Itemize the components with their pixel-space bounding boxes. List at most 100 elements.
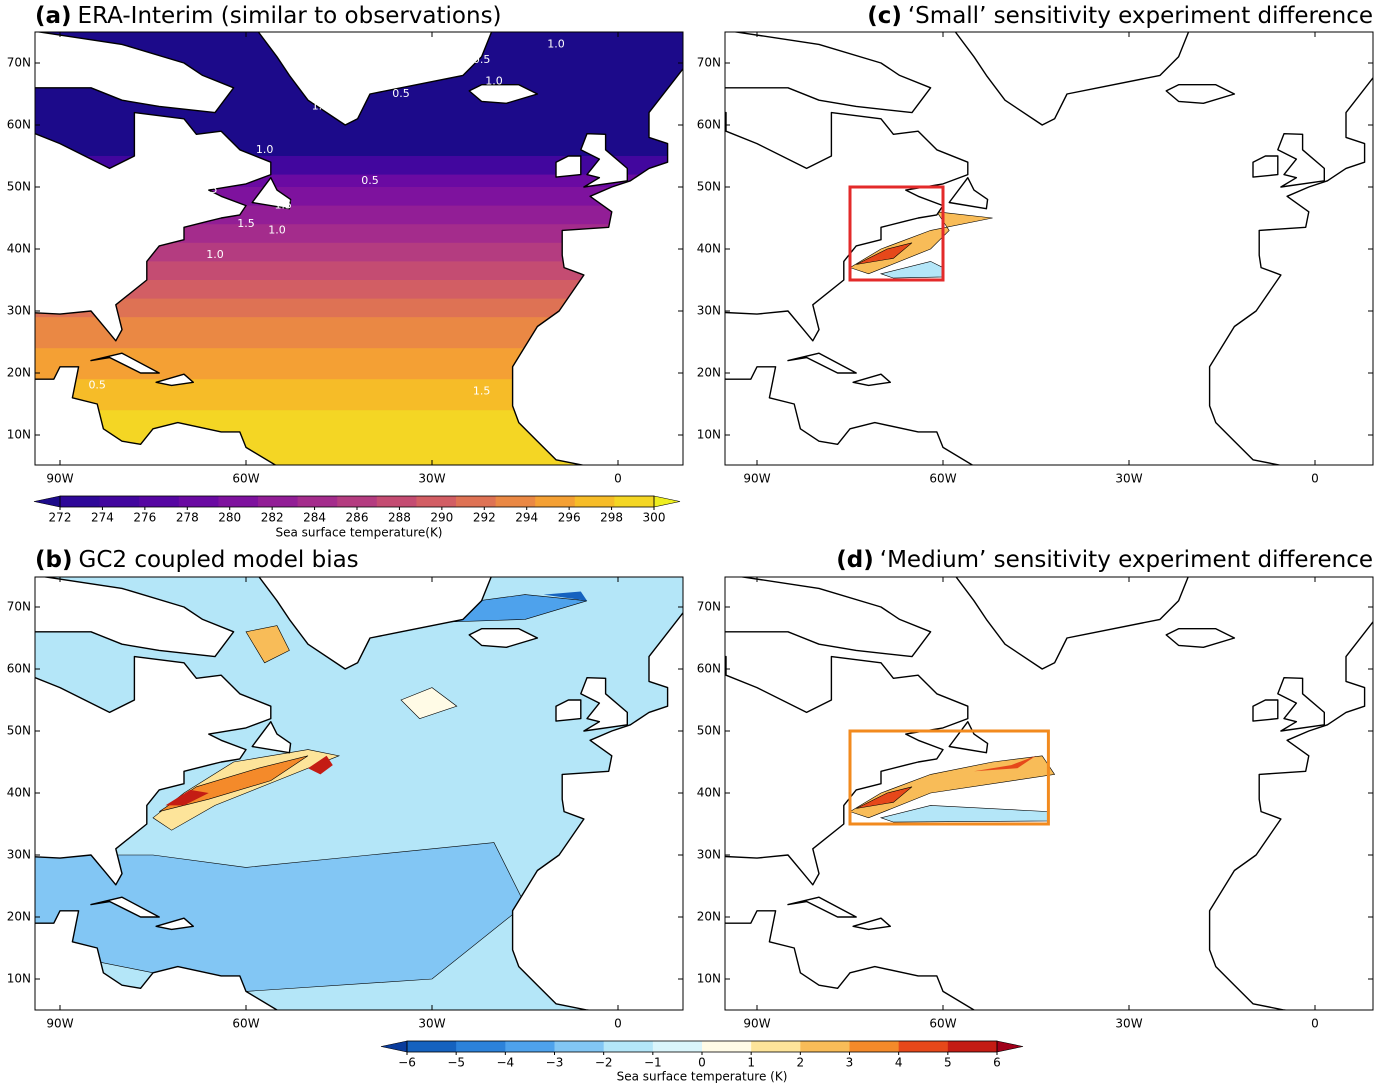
colorbar-tick-label: 294 [515,511,538,525]
colorbar-tick-label: 274 [91,511,114,525]
colorbar-extend [33,495,61,508]
lon-tick-label: 60W [929,1017,956,1031]
land [852,373,891,387]
land [725,111,969,342]
land [1252,155,1279,178]
contour-label: 0.5 [392,87,410,100]
map-panel [35,577,683,1010]
panel-title: (a) ERA-Interim (similar to observations) [35,3,502,29]
lat-tick-label: 20N [697,910,721,924]
land [725,655,969,886]
colorbar-swatch [60,496,101,507]
colorbar-tick-label: 286 [346,511,369,525]
land [787,896,857,918]
lat-tick-label: 60N [7,662,31,676]
colorbar-label: Sea surface temperature(K) [276,526,443,540]
lon-tick-label: 90W [743,472,770,486]
contour-label: 0.5 [405,41,423,54]
colorbar-swatch [376,496,417,507]
sst-band [35,261,683,281]
lat-tick-label: 30N [697,304,721,318]
land [555,699,582,722]
colorbar-swatch [574,496,615,507]
lat-tick-label: 10N [7,428,31,442]
colorbar-tick-label: 5 [944,1056,952,1070]
colorbar-swatch [99,496,140,507]
lon-tick-label: 60W [232,1017,259,1031]
sst-band [35,224,683,244]
bias-hot [308,755,333,775]
sst-band [35,280,683,300]
land [948,176,989,210]
contour-label: 1.0 [206,248,224,261]
panel-title-text: ERA-Interim (similar to observations) [78,3,502,29]
bias-hot [165,789,209,806]
panel-title: (c) ‘Small’ sensitivity experiment differ… [867,3,1373,29]
contour-label: 1.5 [274,199,292,212]
land [1252,699,1279,722]
colorbar-tick-label: −2 [595,1056,613,1070]
colorbar-tick-label: 284 [303,511,326,525]
contour-label: 0.5 [88,378,106,391]
colorbar-tick-label: 276 [133,511,156,525]
contour-label: 1.0 [64,298,82,311]
contour-label: 1.5 [237,217,255,230]
lat-tick-label: 50N [697,724,721,738]
lat-tick-label: 40N [7,786,31,800]
panel-label: (a) [35,3,72,29]
lon-tick-label: 0 [1311,1017,1319,1031]
diff-warm [849,755,1056,819]
land [468,628,539,648]
lat-tick-label: 10N [7,972,31,986]
colorbar-tick-label: −4 [496,1056,514,1070]
lat-tick-label: 20N [7,910,31,924]
lat-tick-label: 60N [697,118,721,132]
colorbar-swatch [603,1041,654,1052]
lat-tick-label: 40N [697,786,721,800]
lat-tick-label: 50N [7,724,31,738]
land [258,577,492,670]
contour-label: 1.0 [485,75,503,88]
colorbar-label: Sea surface temperature (K) [617,1070,788,1084]
colorbar-swatch [849,1041,900,1052]
colorbar-swatch [898,1041,949,1052]
panel-title: (d) ‘Medium’ sensitivity experiment diffe… [836,547,1373,573]
map-panel [725,32,1373,465]
diff-hot [856,242,913,265]
panel-label: (d) [836,547,874,573]
colorbar-tick-label: 6 [993,1056,1001,1070]
colorbar-tick-label: 0 [698,1056,706,1070]
lon-tick-label: 60W [232,472,259,486]
land [251,176,292,210]
colorbar-tick-label: 278 [176,511,199,525]
land [35,111,272,342]
land [1277,132,1326,188]
diff-hot [974,755,1036,772]
lat-tick-label: 70N [7,56,31,70]
colorbar-swatch [495,496,536,507]
colorbar-tick-label: 282 [261,511,284,525]
lon-tick-label: 0 [1311,472,1319,486]
lat-tick-label: 50N [697,180,721,194]
colorbar-extend [380,1040,408,1053]
colorbar-swatch [800,1041,850,1052]
lat-tick-label: 60N [697,662,721,676]
lat-tick-label: 50N [7,180,31,194]
panel-title-text: GC2 coupled model bias [79,547,359,573]
colorbar-swatch [139,496,180,507]
land [580,677,628,732]
land [155,373,195,387]
land [1165,83,1236,105]
lat-tick-label: 40N [7,242,31,256]
lat-tick-label: 20N [7,366,31,380]
colorbar-swatch [947,1041,998,1052]
colorbar-swatch [456,1041,506,1052]
colorbar-swatch [416,496,457,507]
colorbar-tick-label: 4 [895,1056,903,1070]
land [852,917,891,931]
diff-cool [879,805,1049,823]
land [725,577,932,658]
lat-tick-label: 60N [7,118,31,132]
colorbar-tick-label: 290 [430,511,453,525]
panel-title: (b) GC2 coupled model bias [35,547,359,573]
